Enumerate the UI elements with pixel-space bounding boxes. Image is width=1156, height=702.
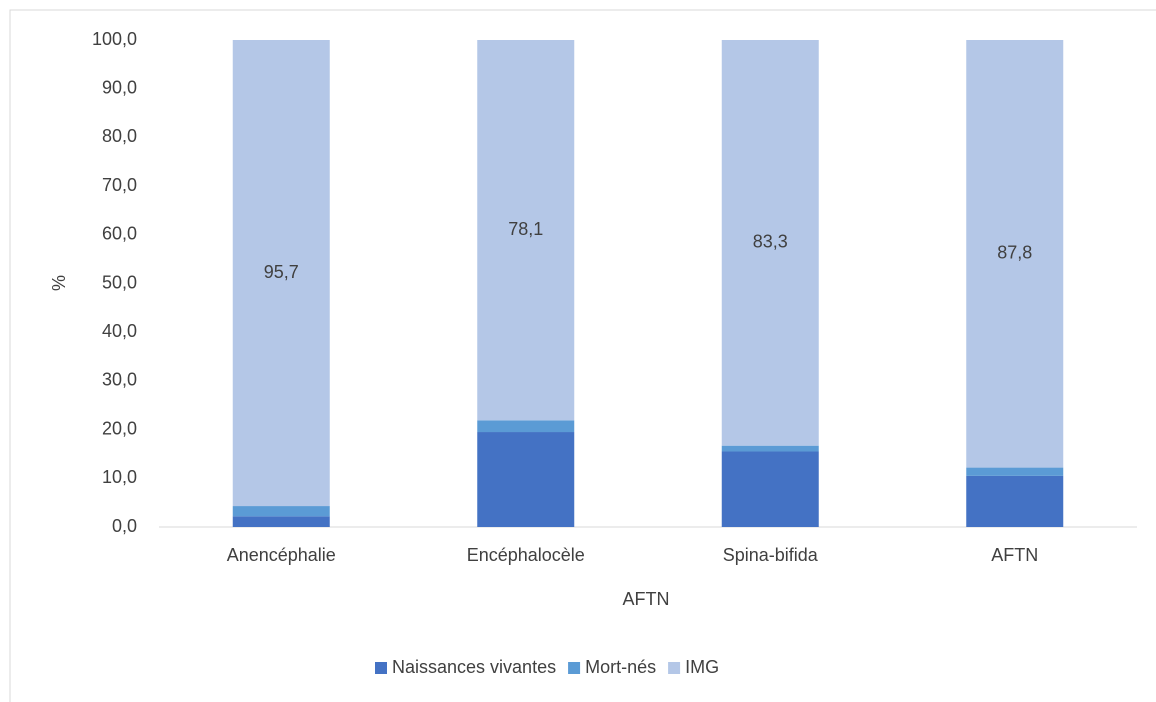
chart-border bbox=[9, 9, 1156, 702]
data-label: 87,8 bbox=[997, 243, 1032, 263]
bar-segment bbox=[232, 516, 330, 527]
bar-segment bbox=[477, 432, 575, 527]
y-tick-label: 100,0 bbox=[92, 29, 137, 49]
bar-segment bbox=[232, 506, 330, 517]
x-tick-label: AFTN bbox=[991, 545, 1038, 565]
x-tick-label: Spina-bifida bbox=[723, 545, 819, 565]
data-label: 95,7 bbox=[264, 262, 299, 282]
bar-segment bbox=[477, 40, 575, 421]
legend-swatch bbox=[668, 662, 681, 674]
y-tick-label: 70,0 bbox=[102, 175, 137, 195]
y-tick-label: 20,0 bbox=[102, 418, 137, 438]
data-label: 83,3 bbox=[753, 232, 788, 252]
bar-segment bbox=[966, 40, 1064, 468]
legend-swatch bbox=[375, 662, 387, 674]
legend-swatch bbox=[568, 662, 581, 674]
bar-segment bbox=[721, 445, 819, 452]
legend-label: IMG bbox=[685, 657, 719, 677]
x-tick-label: Encéphalocèle bbox=[467, 545, 585, 565]
bar-segment bbox=[721, 451, 819, 527]
y-tick-label: 0,0 bbox=[112, 516, 137, 536]
y-tick-label: 40,0 bbox=[102, 321, 137, 341]
y-tick-label: 10,0 bbox=[102, 467, 137, 487]
bar-segment bbox=[721, 40, 819, 446]
x-axis-title: AFTN bbox=[623, 589, 670, 609]
data-label: 78,1 bbox=[508, 219, 543, 239]
bar-segment bbox=[477, 420, 575, 433]
x-tick-label: Anencéphalie bbox=[227, 545, 336, 565]
y-tick-label: 50,0 bbox=[102, 272, 137, 292]
y-tick-label: 60,0 bbox=[102, 224, 137, 244]
bar-segment bbox=[232, 40, 330, 507]
y-axis-title: % bbox=[49, 275, 69, 291]
legend-label: Naissances vivantes bbox=[392, 657, 556, 677]
y-tick-label: 90,0 bbox=[102, 77, 137, 97]
y-tick-label: 80,0 bbox=[102, 126, 137, 146]
bar-segment bbox=[966, 467, 1064, 476]
legend-label: Mort-nés bbox=[585, 657, 656, 677]
y-tick-label: 30,0 bbox=[102, 370, 137, 390]
bar-segment bbox=[966, 475, 1064, 527]
